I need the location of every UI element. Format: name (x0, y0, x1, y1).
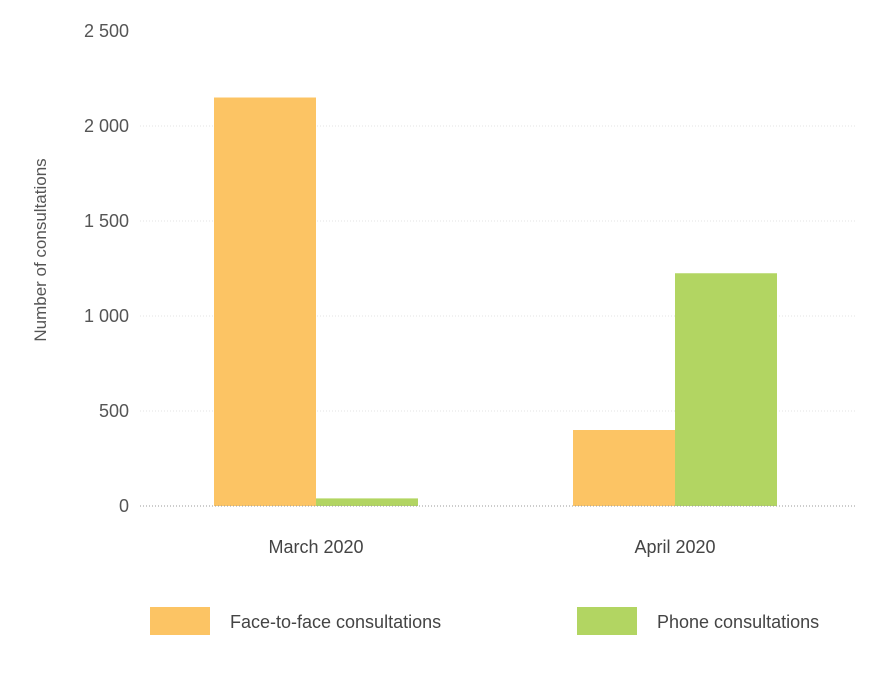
gridlines (140, 125, 855, 412)
x-category-label: April 2020 (634, 537, 715, 557)
legend-label: Phone consultations (657, 612, 819, 632)
x-axis-categories: March 2020 April 2020 (268, 537, 715, 557)
legend-swatch (577, 607, 637, 635)
bar-face-to-face-consultations-march-2020 (214, 97, 316, 506)
y-tick-label: 2 500 (84, 21, 129, 41)
y-tick-label: 500 (99, 401, 129, 421)
y-tick-label: 0 (119, 496, 129, 516)
y-axis-label: Number of consultations (31, 158, 50, 341)
y-tick-label: 1 000 (84, 306, 129, 326)
y-tick-label: 1 500 (84, 211, 129, 231)
bar-phone-consultations-april-2020 (675, 273, 777, 506)
legend-label: Face-to-face consultations (230, 612, 441, 632)
bar-phone-consultations-march-2020 (316, 498, 418, 506)
bar-face-to-face-consultations-april-2020 (573, 430, 675, 506)
legend: Face-to-face consultations Phone consulta… (150, 607, 819, 635)
y-tick-label: 2 000 (84, 116, 129, 136)
bars (214, 97, 777, 506)
legend-swatch (150, 607, 210, 635)
x-category-label: March 2020 (268, 537, 363, 557)
y-axis-ticks: 0 500 1 000 1 500 2 000 2 500 (84, 21, 129, 516)
